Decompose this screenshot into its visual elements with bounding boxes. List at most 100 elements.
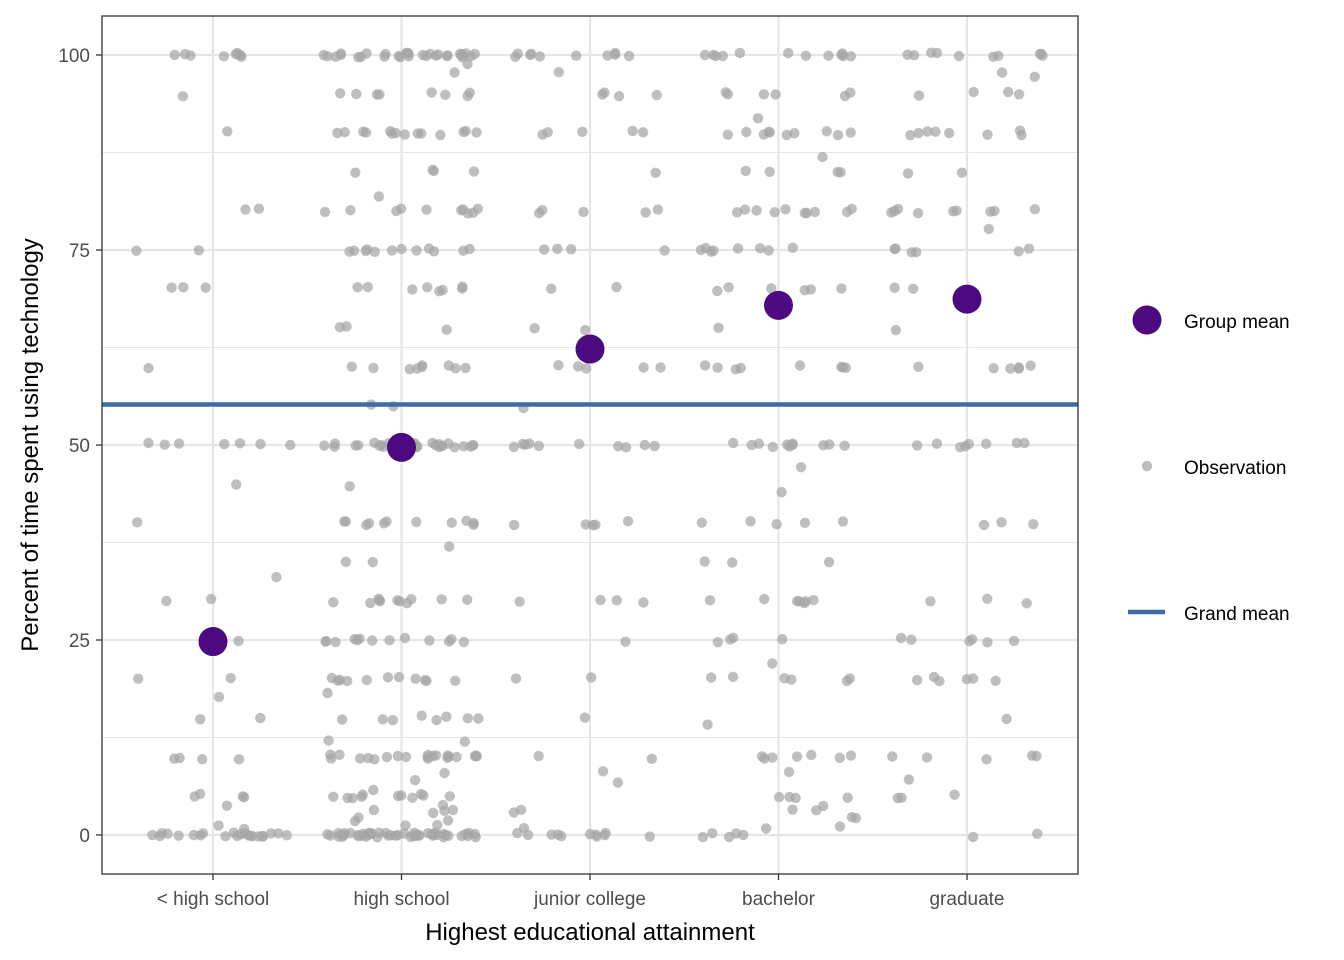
observation-point xyxy=(791,751,803,762)
observation-point xyxy=(612,777,624,788)
observation-point xyxy=(143,437,154,449)
observation-point xyxy=(405,831,416,843)
observation-point xyxy=(808,595,819,606)
observation-point xyxy=(525,49,536,61)
observation-point xyxy=(335,49,346,61)
observation-point xyxy=(845,750,857,761)
observation-point xyxy=(781,129,792,141)
observation-point xyxy=(400,820,411,831)
group-mean-point xyxy=(764,290,793,320)
observation-point xyxy=(586,672,597,683)
observation-point xyxy=(393,50,404,62)
observation-point xyxy=(902,168,914,179)
observation-point xyxy=(841,675,853,687)
observation-point xyxy=(705,246,717,257)
observation-point xyxy=(699,556,710,567)
observation-point xyxy=(989,205,1000,217)
observation-point xyxy=(193,245,204,256)
observation-point xyxy=(218,51,230,62)
observation-point xyxy=(983,223,994,235)
observation-point xyxy=(319,206,331,218)
observation-point xyxy=(763,245,774,256)
observation-point xyxy=(722,129,733,140)
observation-point xyxy=(221,800,233,811)
observation-point xyxy=(473,713,484,724)
observation-point xyxy=(471,127,482,138)
observation-point xyxy=(887,751,898,762)
observation-point xyxy=(996,517,1007,528)
observation-point xyxy=(369,437,380,448)
observation-point xyxy=(345,205,356,216)
observation-point xyxy=(1025,360,1036,371)
observation-point xyxy=(990,675,1001,686)
observation-point xyxy=(539,244,550,255)
observation-point xyxy=(759,593,770,605)
observation-point xyxy=(427,164,438,176)
observation-point xyxy=(384,635,395,646)
observation-point xyxy=(725,634,736,645)
observation-point xyxy=(361,674,372,686)
observation-point xyxy=(403,51,414,62)
observation-point xyxy=(613,91,625,102)
observation-point xyxy=(552,829,564,840)
observation-point xyxy=(620,636,631,647)
observation-point xyxy=(913,90,925,101)
observation-point xyxy=(365,597,376,609)
observation-point xyxy=(842,792,853,803)
y-axis-ticks: 0 25 50 75 100 xyxy=(58,46,102,847)
observation-point xyxy=(565,244,577,255)
observation-point xyxy=(437,284,448,296)
observation-point xyxy=(659,245,670,256)
observation-point xyxy=(760,823,772,834)
observation-point xyxy=(836,283,847,294)
observation-point xyxy=(169,49,180,61)
observation-point xyxy=(534,51,545,62)
observation-point xyxy=(908,50,920,61)
observation-point xyxy=(712,637,723,648)
observation-point xyxy=(951,205,962,216)
observation-point xyxy=(552,243,563,254)
observation-point xyxy=(837,516,849,527)
observation-point xyxy=(460,362,471,374)
observation-point xyxy=(787,242,798,253)
y-tick-label: 25 xyxy=(69,631,90,652)
observation-point xyxy=(407,284,418,295)
observation-point xyxy=(699,49,711,61)
observation-point xyxy=(780,204,791,215)
observation-point xyxy=(442,50,453,61)
observation-point xyxy=(727,557,738,568)
observation-point xyxy=(845,127,856,138)
observation-point xyxy=(354,753,366,764)
observation-point xyxy=(465,441,476,452)
observation-point xyxy=(436,594,447,605)
legend-label-grand-mean: Grand mean xyxy=(1184,604,1290,625)
observation-point xyxy=(784,791,795,803)
observation-point xyxy=(886,207,897,218)
observation-point xyxy=(407,792,418,803)
observation-point xyxy=(928,671,940,683)
observation-point xyxy=(1035,48,1047,59)
observation-point xyxy=(459,736,471,747)
observation-point xyxy=(646,753,657,764)
observation-point xyxy=(238,792,250,803)
observation-point xyxy=(839,440,850,451)
observation-point xyxy=(462,594,473,605)
x-tick-label: bachelor xyxy=(742,889,816,910)
observation-point xyxy=(213,691,225,703)
observation-point xyxy=(996,67,1008,78)
observation-point xyxy=(213,820,224,831)
observation-point xyxy=(382,672,394,683)
observation-point xyxy=(240,204,251,215)
observation-point xyxy=(620,442,632,453)
observation-point xyxy=(234,438,246,449)
observation-point xyxy=(328,597,339,608)
observation-point xyxy=(787,804,798,815)
observation-point xyxy=(325,753,337,764)
observation-point xyxy=(982,593,993,604)
observation-point xyxy=(399,632,411,644)
observation-point xyxy=(161,595,172,607)
observation-point xyxy=(801,207,812,219)
observation-point xyxy=(799,285,810,296)
observation-point xyxy=(360,245,371,257)
observation-point xyxy=(387,714,398,726)
